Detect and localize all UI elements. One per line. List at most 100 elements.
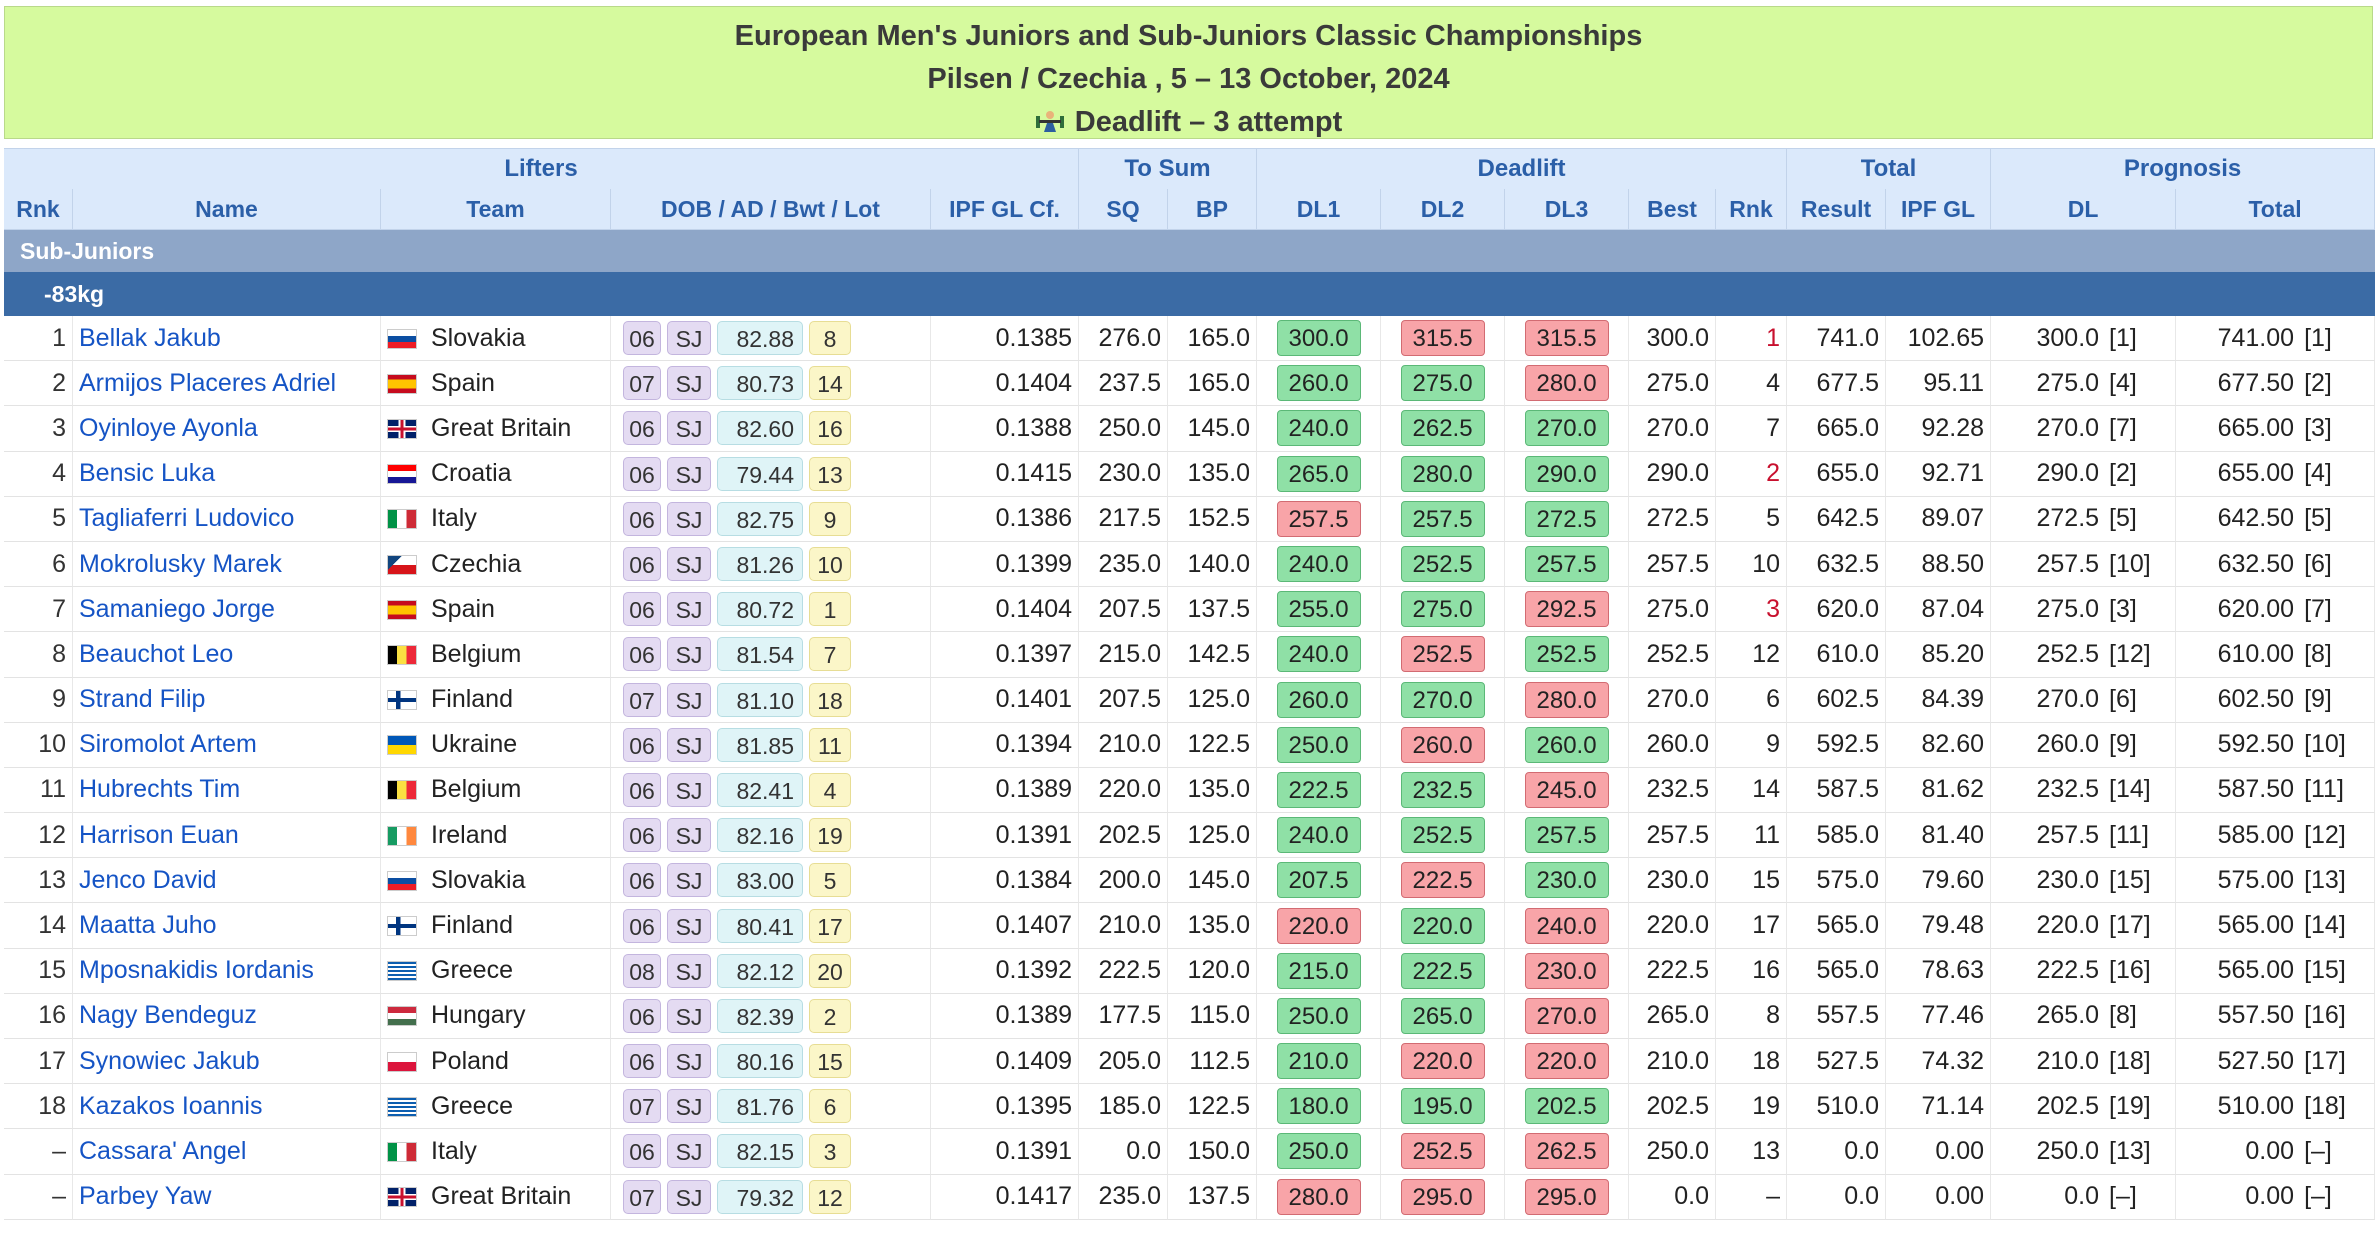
dob-badge: 07 (623, 682, 661, 717)
dob-badge: 07 (623, 1089, 661, 1124)
ipf-coefficient: 0.1415 (931, 451, 1080, 497)
lifter-name-link[interactable]: Kazakos Ioannis (73, 1084, 381, 1130)
prognosis-dl-cell: 257.5 [11] (1991, 813, 2177, 859)
lifter-name-link[interactable]: Samaniego Jorge (73, 587, 381, 633)
bodyweight-badge: 82.16 (717, 818, 803, 853)
col-dl1[interactable]: DL1 (1257, 189, 1382, 230)
col-bp[interactable]: BP (1168, 189, 1258, 230)
col-team[interactable]: Team (381, 189, 611, 230)
prognosis-total-rank: [18] (2304, 1091, 2346, 1120)
lifter-row: – Cassara' Angel Italy 06 SJ 82.15 3 0.1391 0.0 1… (4, 1129, 2376, 1175)
dl3-cell: 315.5 (1505, 316, 1630, 362)
lifter-name-link[interactable]: Mokrolusky Marek (73, 541, 381, 588)
col-prognosis-total[interactable]: Total (2176, 189, 2376, 230)
dob-ad-bwt-lot-cell: 06 SJ 80.41 17 (611, 903, 931, 949)
lifter-name-link[interactable]: Mposnakidis Iordanis (73, 948, 381, 994)
lifter-name-link[interactable]: Jenco David (73, 858, 381, 904)
dl3-cell: 257.5 (1505, 541, 1630, 588)
place: 18 (4, 1084, 73, 1130)
prognosis-dl-rank: [6] (2109, 685, 2137, 714)
prognosis-total-value: 575.00 (2217, 865, 2295, 894)
total-result: 592.5 (1787, 722, 1887, 768)
lifter-name-link[interactable]: Hubrechts Tim (73, 767, 381, 814)
prognosis-dl-rank: [14] (2109, 775, 2151, 804)
bench-value: 150.0 (1168, 1129, 1258, 1175)
col-dl3[interactable]: DL3 (1505, 189, 1630, 230)
prognosis-total-cell: 527.50 [17] (2176, 1039, 2376, 1085)
col-sq[interactable]: SQ (1079, 189, 1169, 230)
col-result[interactable]: Result (1787, 189, 1887, 230)
ipf-coefficient: 0.1397 (931, 632, 1080, 678)
prognosis-total-value: 565.00 (2217, 911, 2295, 940)
prognosis-dl-rank: [1] (2109, 323, 2137, 352)
lifter-name-link[interactable]: Strand Filip (73, 677, 381, 723)
prognosis-dl-value: 272.5 (2036, 504, 2100, 533)
lifter-name-link[interactable]: Parbey Yaw (73, 1174, 381, 1220)
place: 10 (4, 722, 73, 768)
country-flag-icon (387, 825, 417, 846)
lifter-name-link[interactable]: Siromolot Artem (73, 722, 381, 768)
prognosis-total-value: 510.00 (2217, 1091, 2295, 1120)
bench-value: 165.0 (1168, 361, 1258, 407)
best-deadlift: 275.0 (1629, 587, 1717, 633)
dl3-cell: 260.0 (1505, 722, 1630, 768)
dl2-attempt-badge: 315.5 (1400, 320, 1485, 357)
prognosis-dl-cell: 232.5 [14] (1991, 767, 2177, 814)
prognosis-total-value: 592.50 (2217, 730, 2295, 759)
best-deadlift: 272.5 (1629, 496, 1717, 542)
col-ipf-gl-cf[interactable]: IPF GL Cf. (931, 189, 1080, 230)
place: 8 (4, 632, 73, 678)
col-dob-ad-bwt-lot[interactable]: DOB / AD / Bwt / Lot (611, 189, 931, 230)
lifter-name-link[interactable]: Harrison Euan (73, 813, 381, 859)
lifter-name-link[interactable]: Tagliaferri Ludovico (73, 496, 381, 542)
dl2-attempt-badge: 270.0 (1400, 681, 1485, 718)
lifter-name-link[interactable]: Armijos Placeres Adriel (73, 361, 381, 407)
lifter-name-link[interactable]: Maatta Juho (73, 903, 381, 949)
team-cell: Great Britain (381, 1174, 611, 1220)
team-name: Croatia (431, 459, 512, 488)
col-ipf-gl[interactable]: IPF GL (1886, 189, 1992, 230)
col-rnk[interactable]: Rnk (4, 189, 73, 230)
dob-ad-bwt-lot-cell: 07 SJ 81.10 18 (611, 677, 931, 723)
dob-ad-bwt-lot-cell: 06 SJ 82.39 2 (611, 993, 931, 1039)
lifter-name-link[interactable]: Oyinloye Ayonla (73, 406, 381, 452)
ipf-coefficient: 0.1389 (931, 767, 1080, 814)
dl1-attempt-badge: 265.0 (1276, 455, 1361, 492)
prognosis-total-value: 585.00 (2217, 820, 2295, 849)
dl1-attempt-badge: 240.0 (1276, 410, 1361, 447)
country-flag-icon (387, 780, 417, 801)
prognosis-dl-value: 270.0 (2036, 413, 2100, 442)
lifter-name-link[interactable]: Cassara' Angel (73, 1129, 381, 1175)
lifter-name-link[interactable]: Beauchot Leo (73, 632, 381, 678)
bench-value: 142.5 (1168, 632, 1258, 678)
dl2-cell: 222.5 (1381, 858, 1506, 904)
country-flag-icon (387, 328, 417, 349)
lifter-name-link[interactable]: Synowiec Jakub (73, 1039, 381, 1085)
lifter-row: 6 Mokrolusky Marek Czechia 06 SJ 81.26 10 0.139… (4, 541, 2376, 588)
lifter-name-link[interactable]: Bensic Luka (73, 451, 381, 497)
col-dl2[interactable]: DL2 (1381, 189, 1506, 230)
dob-ad-bwt-lot-cell: 06 SJ 82.41 4 (611, 767, 931, 814)
col-best[interactable]: Best (1629, 189, 1717, 230)
dl1-attempt-badge: 260.0 (1276, 365, 1361, 402)
bodyweight-badge: 82.60 (717, 411, 803, 446)
squat-value: 202.5 (1079, 813, 1169, 859)
dob-badge: 07 (623, 1179, 661, 1214)
squat-value: 222.5 (1079, 948, 1169, 994)
prognosis-dl-rank: [7] (2109, 413, 2137, 442)
squat-value: 207.5 (1079, 677, 1169, 723)
team-cell: Hungary (381, 993, 611, 1039)
lifter-name-link[interactable]: Bellak Jakub (73, 316, 381, 362)
lifter-name-link[interactable]: Nagy Bendeguz (73, 993, 381, 1039)
bench-value: 120.0 (1168, 948, 1258, 994)
ipf-coefficient: 0.1391 (931, 813, 1080, 859)
prognosis-dl-value: 250.0 (2036, 1136, 2100, 1165)
prognosis-total-value: 0.00 (2245, 1182, 2295, 1211)
team-cell: Belgium (381, 632, 611, 678)
col-prognosis-dl[interactable]: DL (1991, 189, 2177, 230)
prognosis-dl-rank: [8] (2109, 1001, 2137, 1030)
prognosis-dl-cell: 270.0 [6] (1991, 677, 2177, 723)
col-dl-rnk[interactable]: Rnk (1716, 189, 1788, 230)
dl1-cell: 255.0 (1257, 587, 1382, 633)
col-name[interactable]: Name (73, 189, 381, 230)
